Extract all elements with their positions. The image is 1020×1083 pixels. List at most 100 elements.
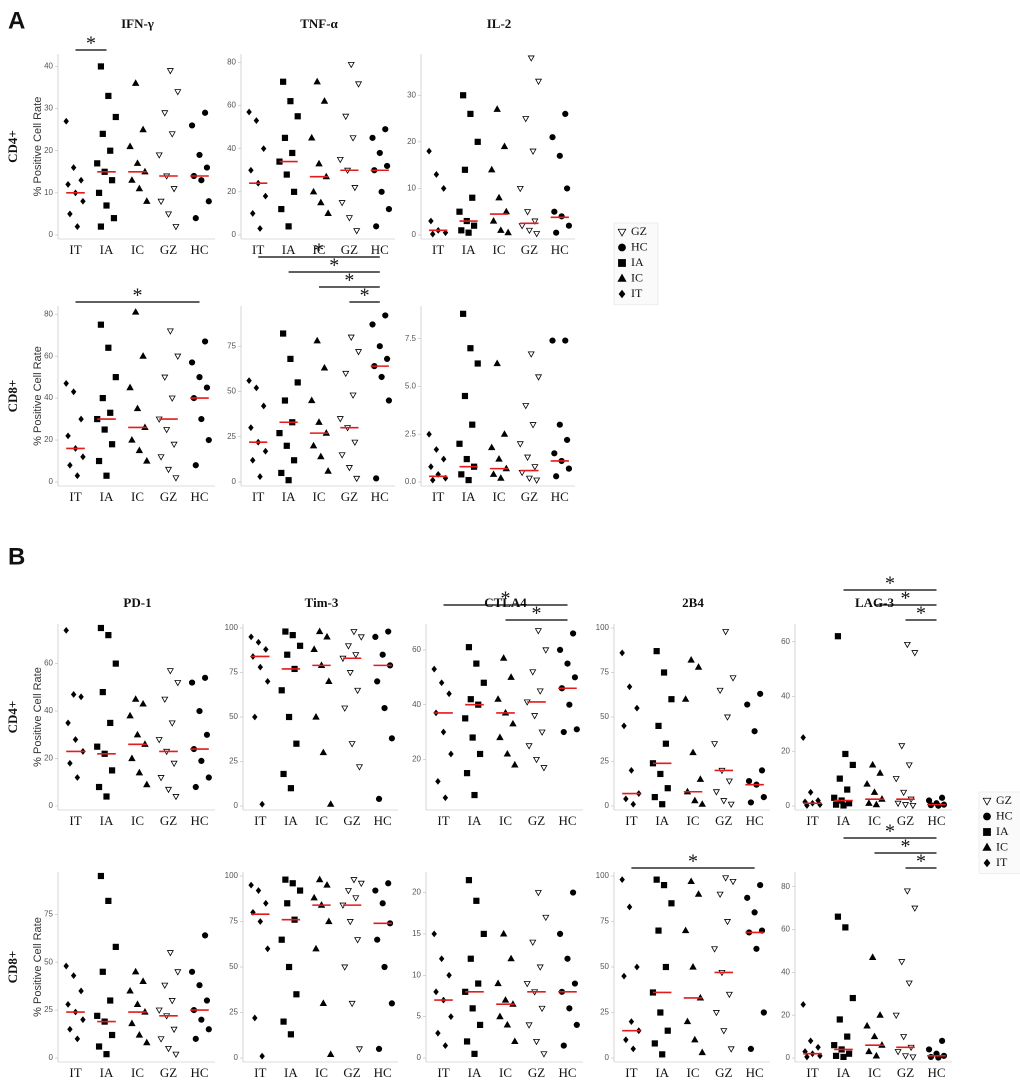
data-point: [170, 441, 178, 449]
y-tick-label: 25: [600, 757, 609, 766]
data-point: [849, 761, 856, 769]
data-point: [538, 729, 546, 736]
data-point: [348, 741, 356, 748]
data-point: [662, 740, 669, 747]
data-point: [446, 971, 452, 979]
data-point: [259, 1052, 265, 1060]
data-point: [65, 719, 71, 727]
data-point: [95, 1043, 103, 1050]
data-point: [257, 918, 264, 925]
data-point: [563, 436, 571, 444]
x-tick-label: HC: [551, 242, 569, 257]
data-point: [379, 900, 386, 907]
data-point: [293, 991, 300, 998]
x-tick-label: IA: [462, 242, 476, 257]
data-point: [372, 633, 379, 641]
data-point: [310, 893, 318, 901]
data-point: [170, 760, 178, 768]
x-tick-label: IT: [69, 1065, 81, 1080]
data-point: [551, 450, 558, 457]
y-tick-label: 0: [232, 230, 237, 239]
panel-title: IL-2: [487, 16, 512, 31]
data-point: [448, 750, 454, 758]
data-point: [107, 409, 114, 416]
data-point: [166, 668, 174, 675]
legend-label: IC: [996, 839, 1008, 853]
data-point: [285, 963, 293, 971]
x-tick-label: IA: [100, 489, 114, 504]
x-tick-label: GZ: [528, 813, 545, 828]
data-point: [442, 229, 449, 237]
data-point: [660, 669, 668, 676]
y-tick-label: 80: [227, 57, 236, 66]
data-point: [634, 963, 640, 971]
data-point: [289, 880, 296, 887]
data-point: [385, 880, 392, 887]
data-point: [522, 116, 530, 123]
x-tick-label: GZ: [521, 242, 538, 257]
x-tick-label: HC: [371, 242, 389, 257]
data-point: [80, 1016, 86, 1024]
y-tick-label: 0: [605, 801, 610, 810]
y-tick-label: 5.0: [405, 382, 417, 391]
data-point: [573, 1021, 580, 1029]
legend-label: HC: [996, 808, 1013, 822]
data-point: [78, 415, 84, 423]
legend-marker: [982, 797, 992, 806]
data-point: [716, 891, 724, 899]
y-tick-label: 25: [229, 757, 238, 766]
data-point: [284, 651, 291, 658]
x-tick-label: HC: [190, 242, 208, 257]
significance-label: *: [901, 588, 911, 610]
data-point: [108, 177, 116, 184]
y-tick-label: 100: [225, 623, 239, 632]
legend-label: IT: [996, 855, 1008, 869]
x-tick-label: GZ: [521, 489, 538, 504]
data-point: [562, 110, 569, 117]
data-point: [351, 439, 359, 446]
data-point: [538, 1005, 546, 1013]
x-tick-label: IA: [284, 1065, 298, 1080]
data-point: [433, 171, 440, 178]
significance-label: *: [501, 588, 511, 610]
x-tick-label: IA: [282, 489, 296, 504]
x-tick-label: IC: [868, 813, 881, 828]
data-point: [341, 705, 349, 712]
data-point: [95, 189, 103, 196]
data-point: [683, 1017, 692, 1025]
data-point: [253, 384, 260, 392]
data-point: [540, 1051, 548, 1058]
data-point: [168, 395, 176, 402]
y-tick-label: 60: [412, 645, 421, 654]
x-tick-label: IC: [131, 489, 144, 504]
x-tick-label: HC: [190, 1065, 208, 1080]
data-point: [383, 162, 391, 170]
y-tick-label: 80: [44, 309, 53, 318]
data-point: [499, 654, 508, 661]
row-label: CD8+: [5, 380, 20, 413]
significance-label: *: [885, 573, 895, 595]
x-tick-label: HC: [927, 813, 945, 828]
data-point: [431, 665, 437, 673]
data-point: [188, 679, 196, 686]
data-point: [504, 228, 512, 236]
data-point: [99, 968, 106, 975]
x-tick-label: GZ: [160, 489, 177, 504]
data-point: [164, 786, 173, 794]
data-point: [280, 78, 287, 85]
legend-marker: [983, 858, 991, 868]
data-point: [310, 645, 318, 652]
data-point: [542, 914, 550, 922]
x-tick-label: HC: [374, 813, 392, 828]
panel-title: Tim-3: [305, 595, 339, 610]
data-point: [131, 79, 140, 86]
data-point: [507, 954, 515, 962]
data-point: [133, 404, 142, 412]
data-point: [500, 142, 509, 150]
data-point: [925, 1046, 933, 1053]
y-tick-label: 10: [44, 188, 53, 197]
data-point: [252, 1014, 258, 1022]
x-tick-label: IC: [687, 813, 700, 828]
data-point: [465, 644, 473, 651]
data-point: [536, 688, 544, 695]
